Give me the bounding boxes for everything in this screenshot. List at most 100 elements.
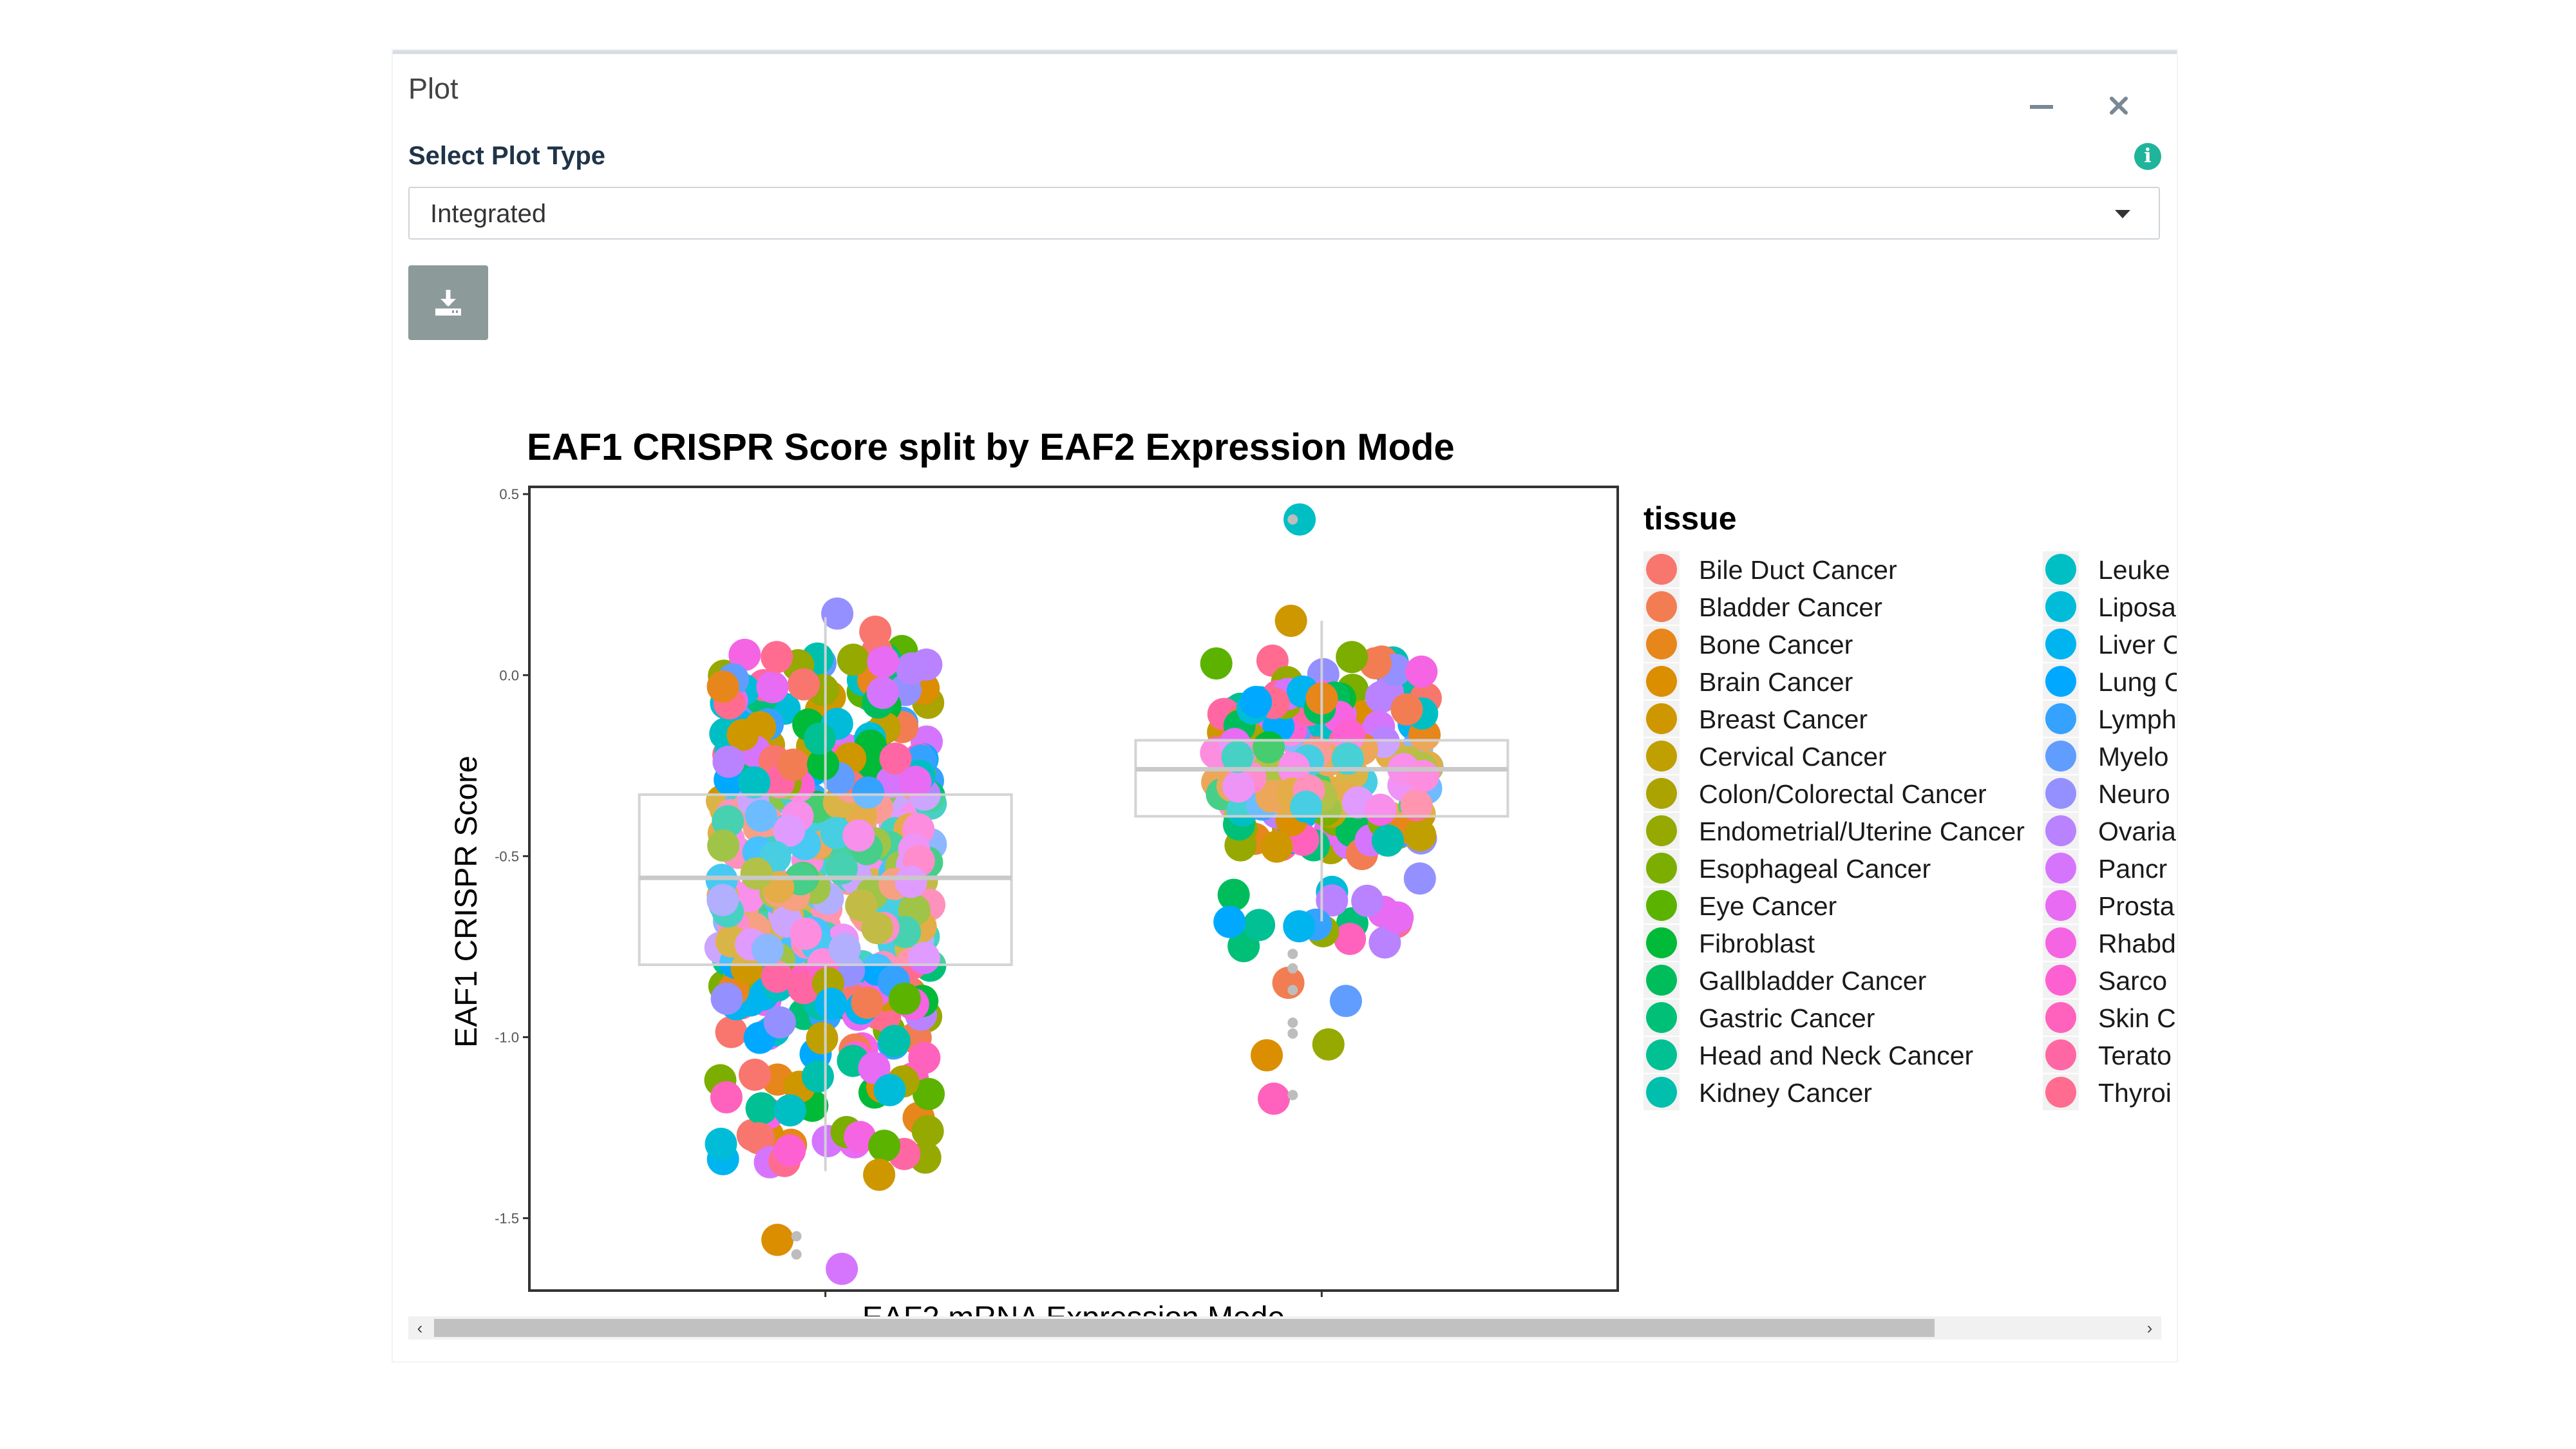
data-point bbox=[715, 1016, 748, 1048]
legend-swatch bbox=[1646, 1077, 1677, 1108]
box-outlier bbox=[1287, 514, 1298, 525]
data-point bbox=[777, 748, 810, 781]
y-tick-label: -0.5 bbox=[495, 848, 519, 864]
chevron-left-icon[interactable]: ‹ bbox=[417, 1318, 423, 1338]
info-icon[interactable]: i bbox=[2134, 143, 2161, 170]
legend-swatch bbox=[2045, 1077, 2076, 1108]
data-point bbox=[842, 819, 875, 852]
legend-swatch bbox=[2045, 778, 2076, 809]
data-point bbox=[859, 615, 892, 648]
scrollbar-thumb[interactable] bbox=[434, 1319, 1935, 1337]
data-point bbox=[1258, 1083, 1291, 1115]
data-point bbox=[826, 1253, 858, 1285]
legend-label: Fibroblast bbox=[1699, 929, 1815, 958]
legend-label: Liver C bbox=[2098, 630, 2177, 659]
data-point bbox=[837, 643, 869, 676]
legend-label: Gastric Cancer bbox=[1699, 1003, 1875, 1033]
minimize-icon[interactable] bbox=[2022, 86, 2061, 125]
chevron-right-icon[interactable]: › bbox=[2146, 1318, 2153, 1338]
data-point bbox=[1336, 641, 1368, 674]
legend-swatch bbox=[1646, 591, 1677, 622]
plot-panel: Plot Select Plot Type i Integrated 0.5 0.… bbox=[393, 50, 2177, 1361]
legend-swatch bbox=[1646, 815, 1677, 846]
data-point bbox=[707, 829, 740, 862]
legend-swatch bbox=[2045, 965, 2076, 996]
data-point bbox=[899, 766, 932, 799]
data-point bbox=[878, 1025, 911, 1057]
box-outlier bbox=[1287, 985, 1298, 996]
data-point bbox=[773, 814, 806, 847]
data-point bbox=[763, 1006, 796, 1039]
data-point bbox=[1240, 686, 1273, 719]
data-point bbox=[1316, 884, 1349, 917]
legend-swatch bbox=[1646, 927, 1677, 958]
data-point bbox=[756, 671, 789, 704]
legend-label: Skin C bbox=[2098, 1003, 2176, 1033]
data-point bbox=[773, 1094, 806, 1127]
download-button[interactable] bbox=[408, 265, 488, 340]
chevron-down-icon bbox=[2115, 210, 2130, 218]
data-point bbox=[1221, 741, 1254, 773]
legend-swatch bbox=[1646, 1002, 1677, 1033]
legend-label: Colon/Colorectal Cancer bbox=[1699, 779, 1987, 809]
legend-label: Kidney Cancer bbox=[1699, 1078, 1872, 1108]
legend-swatch bbox=[2045, 927, 2076, 958]
data-point bbox=[1333, 719, 1366, 752]
legend-label: Lymph bbox=[2098, 705, 2177, 734]
data-point bbox=[773, 1134, 806, 1167]
data-point bbox=[1251, 1039, 1283, 1072]
data-point bbox=[743, 1122, 775, 1155]
legend-label: Lung C bbox=[2098, 667, 2177, 697]
legend-swatch bbox=[1646, 778, 1677, 809]
data-point bbox=[1200, 647, 1233, 680]
legend-swatch bbox=[1646, 703, 1677, 734]
data-point bbox=[712, 805, 744, 838]
legend-label: Bone Cancer bbox=[1699, 630, 1853, 659]
data-point bbox=[815, 987, 848, 1020]
data-point bbox=[907, 942, 940, 974]
legend-label: Esophageal Cancer bbox=[1699, 854, 1931, 884]
data-point bbox=[806, 1022, 838, 1055]
data-point bbox=[730, 952, 763, 985]
data-point bbox=[910, 648, 943, 681]
data-point bbox=[1368, 926, 1401, 959]
data-point bbox=[821, 597, 854, 630]
data-point bbox=[790, 917, 822, 950]
data-point bbox=[744, 799, 777, 832]
data-point bbox=[1364, 793, 1397, 826]
legend-swatch bbox=[1646, 629, 1677, 659]
plot-type-select[interactable]: Integrated bbox=[408, 187, 2160, 240]
legend-label: Prosta bbox=[2098, 891, 2175, 921]
legend-label: Gallbladder Cancer bbox=[1699, 966, 1926, 996]
data-point bbox=[803, 722, 836, 755]
y-tick-label: 0.5 bbox=[499, 486, 519, 502]
data-point bbox=[706, 670, 739, 703]
box-outlier bbox=[1287, 1090, 1298, 1101]
legend-swatch bbox=[2045, 591, 2076, 622]
legend-label: Liposa bbox=[2098, 592, 2176, 622]
legend-label: Endometrial/Uterine Cancer bbox=[1699, 817, 2025, 846]
data-point bbox=[863, 1159, 896, 1191]
chart-title: EAF1 CRISPR Score split by EAF2 Expressi… bbox=[527, 426, 1455, 468]
data-point bbox=[861, 912, 894, 945]
legend-swatch bbox=[2045, 703, 2076, 734]
data-point bbox=[1403, 862, 1436, 895]
data-point bbox=[751, 933, 784, 966]
legend-label: Cervical Cancer bbox=[1699, 742, 1887, 772]
data-point bbox=[710, 982, 743, 1015]
legend-swatch bbox=[2045, 890, 2076, 921]
box-layer bbox=[638, 514, 1510, 1260]
data-point bbox=[1331, 743, 1364, 775]
legend-swatch bbox=[2045, 1039, 2076, 1070]
data-point bbox=[1381, 901, 1414, 934]
data-point bbox=[908, 1041, 941, 1074]
legend-swatch bbox=[1646, 853, 1677, 884]
horizontal-scrollbar[interactable]: ‹ › bbox=[408, 1316, 2161, 1340]
box-outlier bbox=[791, 1231, 802, 1242]
legend-label: Terato bbox=[2098, 1041, 2172, 1070]
data-point bbox=[1329, 985, 1362, 1018]
data-point bbox=[867, 645, 900, 678]
data-point bbox=[1260, 830, 1293, 863]
data-point bbox=[1217, 878, 1250, 911]
close-icon[interactable] bbox=[2099, 86, 2138, 125]
